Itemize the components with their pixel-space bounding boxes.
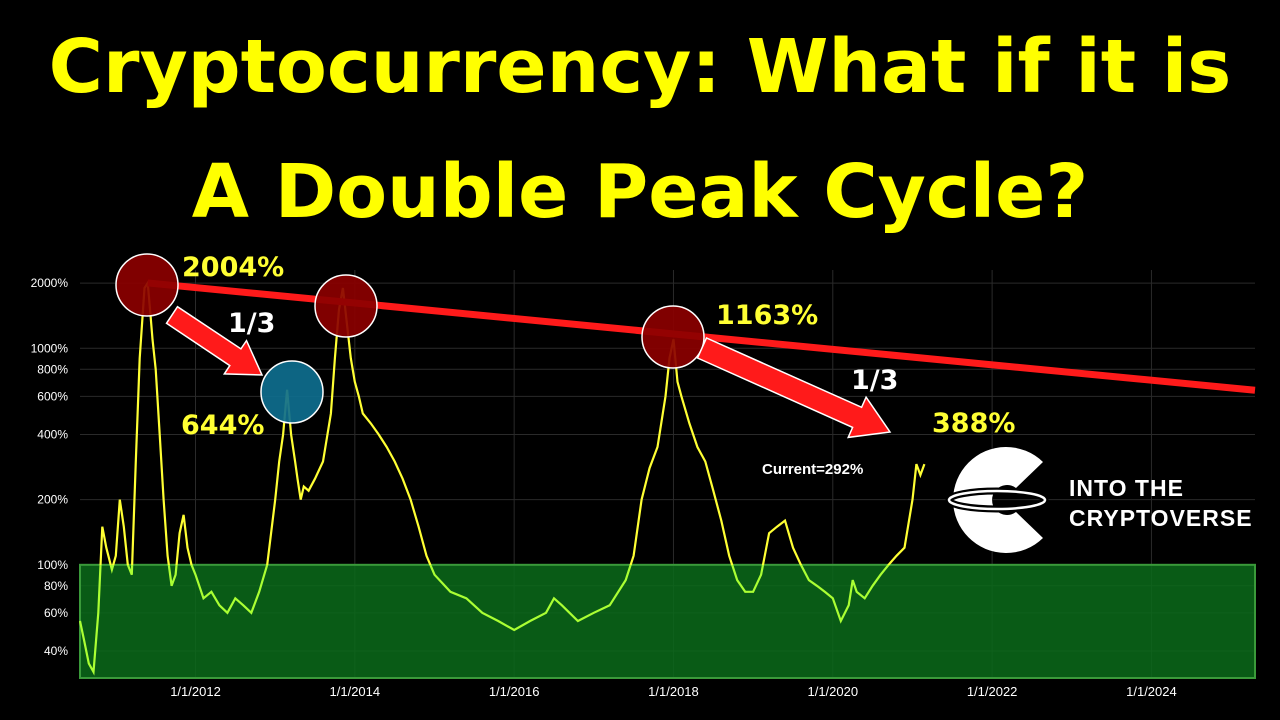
page-title-line-1: Cryptocurrency: What if it is xyxy=(48,24,1232,110)
price-line xyxy=(78,279,926,676)
peak1-label: 2004% xyxy=(182,252,284,283)
x-tick-label: 1/1/2020 xyxy=(807,684,858,699)
y-tick-label: 40% xyxy=(44,644,68,658)
peak-circle-1 xyxy=(115,253,179,317)
x-tick-label: 1/1/2012 xyxy=(170,684,221,699)
x-tick-label: 1/1/2014 xyxy=(330,684,381,699)
x-tick-label: 1/1/2016 xyxy=(489,684,540,699)
logo-text-line-2: CRYPTOVERSE xyxy=(1069,505,1253,531)
secondary-peak-circle xyxy=(260,360,324,424)
cryptoverse-logo: INTO THE CRYPTOVERSE xyxy=(945,446,1253,553)
y-tick-label: 2000% xyxy=(31,276,69,290)
current-value-label: Current=292% xyxy=(762,461,863,478)
y-tick-label: 1000% xyxy=(31,341,69,355)
arrow-2 xyxy=(696,337,892,439)
x-tick-label: 1/1/2024 xyxy=(1126,684,1177,699)
y-tick-label: 60% xyxy=(44,606,68,620)
ratio2-label: 1/3 xyxy=(851,365,898,396)
projected-label: 388% xyxy=(932,408,1015,439)
y-tick-label: 400% xyxy=(37,427,68,441)
x-tick-label: 1/1/2022 xyxy=(967,684,1018,699)
y-tick-label: 800% xyxy=(37,362,68,376)
chart-axes: 2000% 1000% 800% 600% 400% 200% 100% 80% 60% 40% 1… xyxy=(31,276,1177,699)
y-tick-label: 100% xyxy=(37,558,68,572)
y-tick-label: 600% xyxy=(37,389,68,403)
logo-ring-inner xyxy=(947,489,1047,511)
arrow-1 xyxy=(165,305,264,376)
x-tick-label: 1/1/2018 xyxy=(648,684,699,699)
page-title-line-2: A Double Peak Cycle? xyxy=(191,149,1089,235)
peak-circle-3 xyxy=(641,305,705,369)
secondary-peak-label: 644% xyxy=(181,410,264,441)
y-tick-label: 200% xyxy=(37,493,68,507)
green-zone xyxy=(79,563,1256,680)
peak3-label: 1163% xyxy=(716,300,818,331)
peak-circle-2 xyxy=(314,274,378,338)
logo-c-shape xyxy=(953,446,1043,553)
y-tick-label: 80% xyxy=(44,579,68,593)
logo-text-line-1: INTO THE xyxy=(1069,475,1184,501)
ratio1-label: 1/3 xyxy=(228,308,275,339)
